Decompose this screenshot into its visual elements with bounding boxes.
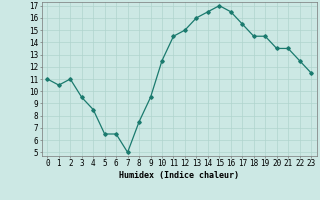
X-axis label: Humidex (Indice chaleur): Humidex (Indice chaleur) bbox=[119, 171, 239, 180]
